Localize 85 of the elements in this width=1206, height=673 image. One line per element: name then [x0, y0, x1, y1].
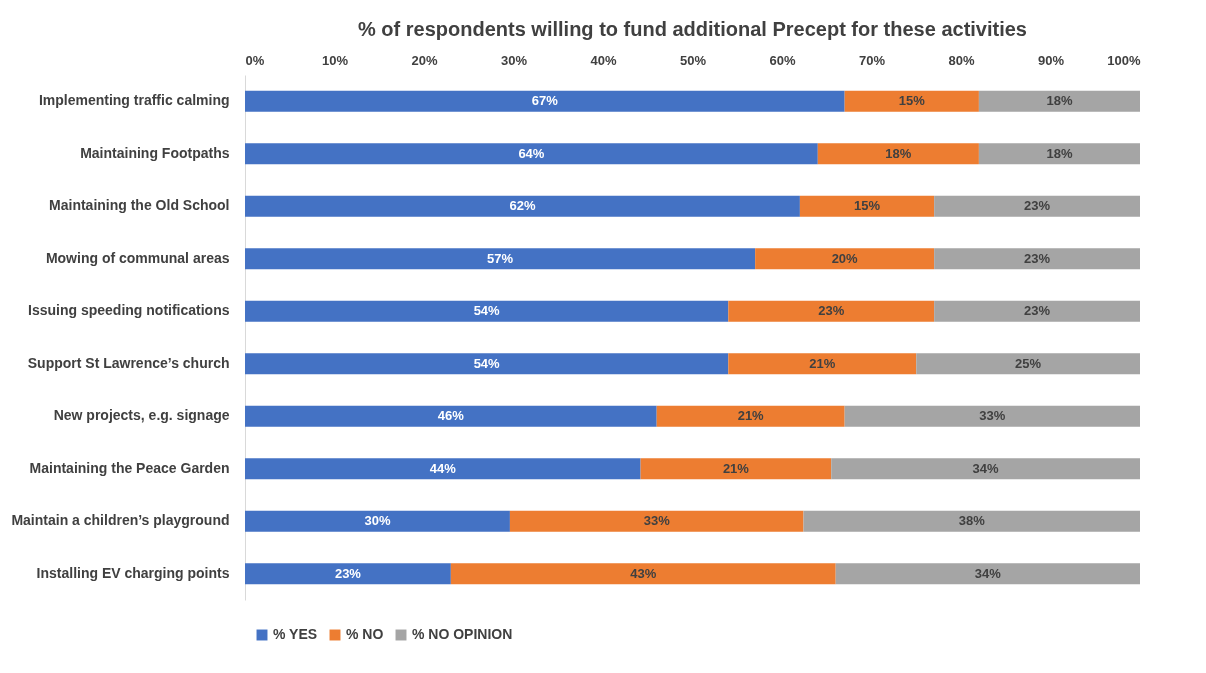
x-tick-label: 0% — [245, 52, 265, 68]
x-tick-label: 90% — [1037, 52, 1065, 68]
data-label: 18% — [885, 145, 912, 161]
bar — [245, 353, 729, 375]
y-tick-label: Maintaining the Peace Garden — [29, 459, 230, 476]
legend-label: % YES — [273, 626, 318, 642]
bar — [509, 510, 804, 532]
data-label: 46% — [437, 408, 465, 424]
legend-label: % NO OPINION — [412, 626, 513, 642]
bar — [245, 405, 657, 427]
bar — [245, 458, 641, 480]
y-tick-label: Maintaining the Old School — [49, 197, 230, 214]
x-tick-label: 10% — [321, 52, 349, 68]
bar — [916, 353, 1140, 375]
bar — [835, 563, 1140, 585]
bar — [803, 510, 1140, 532]
data-label: 67% — [531, 93, 559, 109]
y-tick-label: Maintaining Footpaths — [80, 144, 230, 161]
bar — [656, 405, 845, 427]
bar — [799, 195, 935, 217]
data-label: 25% — [1015, 355, 1042, 371]
data-label: 21% — [737, 408, 765, 424]
data-label: 18% — [1046, 145, 1073, 161]
bar — [978, 143, 1140, 165]
data-label: 18% — [1046, 93, 1073, 109]
data-label: 23% — [334, 565, 362, 581]
data-label: 21% — [809, 355, 836, 371]
y-tick-label: Support St Lawrence’s church — [27, 354, 230, 371]
x-tick-label: 60% — [769, 52, 796, 68]
data-label: 23% — [1024, 303, 1051, 319]
bar — [728, 353, 917, 375]
bar — [817, 143, 979, 165]
bar — [640, 458, 832, 480]
y-tick-label: Maintain a children’s playground — [11, 512, 230, 529]
bar — [245, 90, 845, 112]
data-label: 15% — [854, 198, 881, 214]
bar — [934, 248, 1140, 270]
data-label: 38% — [958, 513, 986, 529]
data-label: 62% — [509, 198, 536, 214]
bar — [450, 563, 836, 585]
data-label: 54% — [473, 355, 501, 371]
x-tick-label: 40% — [590, 52, 617, 68]
bar — [245, 195, 800, 217]
x-tick-label: 100% — [1107, 52, 1141, 68]
data-label: 57% — [487, 250, 514, 266]
bar — [245, 510, 510, 532]
data-label: 33% — [979, 408, 1006, 424]
x-tick-label: 30% — [500, 52, 528, 68]
data-label: 33% — [643, 513, 671, 529]
data-label: 15% — [898, 93, 926, 109]
bar — [728, 300, 935, 322]
data-label: 20% — [831, 250, 859, 266]
data-label: 43% — [630, 565, 657, 581]
data-label: 64% — [518, 145, 545, 161]
data-label: 21% — [722, 460, 750, 476]
bar — [934, 195, 1140, 217]
bar — [245, 300, 729, 322]
x-tick-label: 80% — [948, 52, 975, 68]
bar — [844, 405, 1140, 427]
data-label: 30% — [364, 513, 391, 529]
y-tick-label: Issuing speeding notifications — [28, 302, 230, 319]
data-label: 44% — [429, 460, 457, 476]
data-label: 23% — [818, 303, 845, 319]
bar — [245, 143, 818, 165]
bar — [934, 300, 1140, 322]
data-label: 54% — [473, 303, 501, 319]
bar — [831, 458, 1140, 480]
y-tick-label: Installing EV charging points — [36, 564, 230, 581]
bar — [245, 563, 451, 585]
legend-label: % NO — [346, 626, 384, 642]
y-tick-label: Mowing of communal areas — [45, 249, 230, 266]
data-label: 34% — [974, 565, 1002, 581]
data-label: 23% — [1024, 198, 1051, 214]
data-label: 34% — [972, 460, 1000, 476]
data-label: 23% — [1024, 250, 1051, 266]
x-tick-label: 50% — [679, 52, 707, 68]
bar — [978, 90, 1140, 112]
bar — [755, 248, 935, 270]
bar — [844, 90, 979, 112]
y-tick-label: Implementing traffic calming — [38, 92, 230, 109]
bar — [245, 248, 756, 270]
y-tick-label: New projects, e.g. signage — [53, 407, 230, 424]
chart-title: % of respondents willing to fund additional Precept for these activities — [358, 18, 1027, 40]
x-tick-label: 70% — [858, 52, 886, 68]
x-tick-label: 20% — [411, 52, 438, 68]
